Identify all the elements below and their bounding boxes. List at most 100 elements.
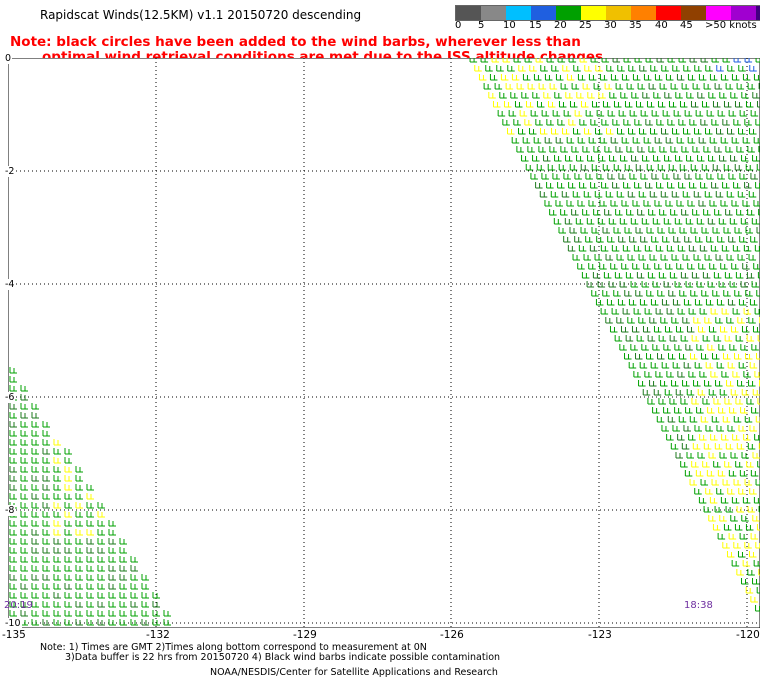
wind-barb [97,529,105,536]
wind-barb [705,299,714,306]
wind-barb [42,475,50,482]
wind-barb [723,353,731,360]
wind-barb [704,380,712,387]
map-title: Rapidscat Winds(12.5KM) v1.1 20150720 de… [40,8,362,22]
wind-barb [666,434,674,441]
wind-barb [532,92,540,99]
wind-barb [731,74,740,81]
wind-barb [675,92,683,99]
wind-barb [674,407,682,414]
wind-barb [678,416,687,423]
wind-barb [563,110,572,117]
wind-barb [672,299,681,306]
wind-barb [708,452,716,459]
wind-barb [683,65,691,72]
wind-barb [752,578,760,585]
wind-barb [652,281,661,288]
wind-barb [690,353,698,360]
wind-barb [518,65,526,72]
wind-barb [653,92,661,99]
wind-barb [547,101,556,108]
wind-barb [569,227,577,234]
wind-barb [656,416,665,423]
wind-barb [729,218,738,225]
wind-barb [673,173,681,180]
wind-barb [42,430,50,437]
wind-barb [691,398,699,405]
wind-barb [728,173,736,180]
lon-label-120w: -120 [736,629,760,641]
wind-barb [638,317,646,324]
wind-barb [119,547,127,554]
wind-barb [709,74,718,81]
wind-barb [64,583,72,590]
wind-barb [664,92,672,99]
wind-barb [736,569,744,576]
wind-barb [31,538,39,545]
wind-barb [624,101,633,108]
wind-barb [31,547,39,554]
wind-barb [585,173,593,180]
wind-barb [31,475,39,482]
wind-barb [645,119,653,126]
wind-barb [737,254,746,261]
wind-barb [599,137,608,144]
wind-barb [739,173,747,180]
legend-label-20: 20 [554,20,567,31]
wind-barb [75,574,83,581]
wind-barb [64,619,72,626]
wind-barb [31,556,39,563]
wind-barb-map[interactable] [8,58,760,628]
wind-barb [654,137,663,144]
wind-barb [590,119,598,126]
wind-barb [679,164,688,171]
wind-barb [623,182,631,189]
wind-barb [619,281,628,288]
wind-barb [732,371,740,378]
wind-barb [694,488,702,495]
legend-swatch [606,6,631,20]
wind-barb [746,272,755,279]
legend-label-35: 35 [629,20,642,31]
wind-barb [42,592,50,599]
wind-barb [700,182,708,189]
wind-barb [9,457,17,464]
wind-barb [620,92,628,99]
wind-barb [560,209,568,216]
wind-barb [9,475,17,482]
wind-barb [756,164,760,171]
wind-barb [568,119,576,126]
wind-barb [31,457,39,464]
wind-barb [736,443,745,450]
wind-barb [743,245,752,252]
wind-barb [757,461,760,468]
wind-barb [720,263,728,270]
wind-barb [606,65,614,72]
wind-barb [661,128,669,135]
wind-barb [9,484,17,491]
wind-barb [685,218,694,225]
wind-barb [519,110,528,117]
wind-barb [567,245,576,252]
wind-barb [723,164,732,171]
wind-barb [729,281,738,288]
wind-barb [108,610,116,617]
wind-barb [610,263,618,270]
wind-barb [569,164,578,171]
wind-barb [566,137,575,144]
wind-barb [680,272,689,279]
wind-barb [635,164,644,171]
wind-barb [576,155,584,162]
wind-barb [496,65,504,72]
wind-barb [560,83,569,90]
wind-barb [42,466,50,473]
wind-barb [702,461,710,468]
wind-barb [626,209,634,216]
wind-barb [588,137,597,144]
wind-barb [64,529,72,536]
wind-barb [727,488,735,495]
wind-barb [741,155,749,162]
wind-barb [546,58,555,63]
wind-barb [717,236,725,243]
wind-barb [685,281,694,288]
